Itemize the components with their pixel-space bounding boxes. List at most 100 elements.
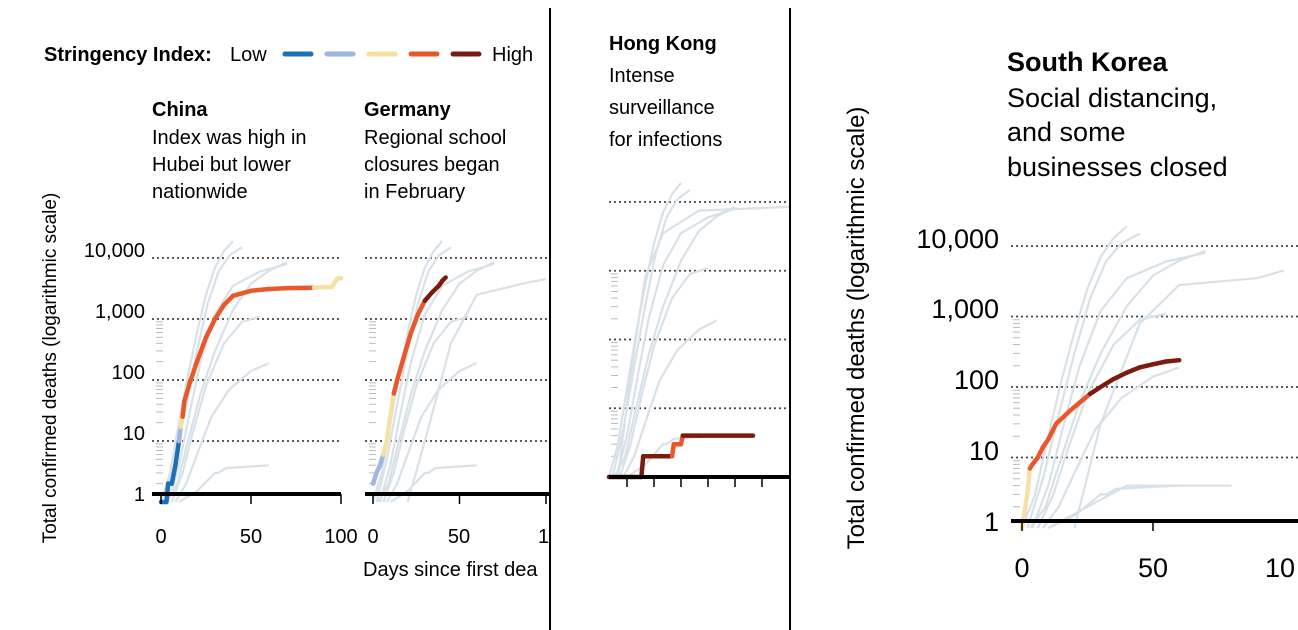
series-segment	[1066, 400, 1082, 414]
sk-y-tick-100: 100	[954, 365, 999, 395]
background-curve	[1042, 366, 1180, 529]
sk-subtitle-2: and some	[1007, 117, 1126, 147]
sk-y-tick-1000: 1,000	[931, 294, 999, 324]
germany-subtitle-3: in February	[364, 181, 465, 203]
background-curve	[165, 261, 288, 503]
germany-x-tick-50: 50	[448, 526, 470, 548]
hongkong-title: Hong Kong	[609, 33, 717, 55]
china-x-tick-50: 50	[240, 526, 262, 548]
series-segment	[384, 414, 393, 444]
series-segment	[248, 286, 272, 294]
background-curve	[1026, 232, 1141, 529]
series-segment	[391, 377, 400, 396]
sk-y-tick-1: 1	[984, 507, 999, 537]
background-curve	[615, 207, 736, 478]
sk-subtitle-1: Social distancing,	[1007, 83, 1217, 113]
sk-y-tick-10: 10	[969, 436, 999, 466]
background-curve	[377, 261, 495, 503]
background-curve	[607, 182, 682, 478]
china-subtitle-2: Hubei but lower	[152, 154, 291, 176]
series-segment	[203, 316, 218, 340]
series-segment	[401, 330, 414, 358]
background-curve	[170, 315, 261, 503]
panel-hong-kong: Hong Kong Intense surveillance for infec…	[551, 8, 789, 630]
background-curve	[613, 205, 736, 478]
china-x-ticks	[160, 494, 342, 504]
series-segment	[394, 353, 407, 383]
y-tick-1000: 1,000	[95, 301, 145, 323]
panel-china-germany: Stringency Index: Low High Total confirm…	[8, 8, 549, 630]
germany-title: Germany	[364, 99, 452, 121]
germany-x-ticks	[372, 494, 547, 504]
series-segment	[1045, 421, 1059, 442]
hongkong-subtitle-3: for infections	[609, 129, 722, 151]
germany-subtitle-1: Regional school	[364, 127, 506, 149]
china-x-tick-100: 100	[324, 526, 357, 548]
background-curve	[616, 205, 789, 478]
germany-subtitle-2: closures began	[364, 154, 500, 176]
y-axis-label: Total confirmed deaths (logarithmic scal…	[40, 193, 61, 544]
series-segment	[1111, 370, 1130, 382]
series-segment	[169, 463, 178, 486]
china-subtitle-1: Index was high in	[152, 127, 307, 149]
china-subtitle-3: nationwide	[152, 181, 248, 203]
series-segment	[1124, 365, 1143, 375]
germany-series-line	[370, 275, 448, 486]
background-curve	[178, 464, 270, 503]
sk-x-tick-100: 10	[1265, 553, 1295, 583]
series-segment	[439, 275, 448, 284]
germany-x-tick-0: 0	[367, 526, 378, 548]
chart-china-germany: Stringency Index: Low High Total confirm…	[40, 44, 549, 581]
series-segment	[180, 398, 187, 419]
hongkong-x-ticks	[626, 477, 763, 487]
background-curve	[174, 361, 270, 503]
series-segment	[381, 438, 390, 457]
sk-y-tick-labels: 10,000 1,000 100 10 1	[916, 224, 999, 537]
background-curve	[378, 262, 495, 503]
background-curve	[1073, 269, 1285, 529]
series-segment	[408, 311, 421, 335]
panel-divider	[549, 8, 551, 630]
legend-high: High	[492, 44, 533, 66]
legend-low: Low	[230, 44, 267, 66]
y-tick-10: 10	[123, 423, 145, 445]
legend-label: Stringency Index:	[44, 44, 212, 66]
series-segment	[182, 380, 193, 404]
series-segment	[1024, 466, 1033, 497]
china-background-curves	[159, 240, 288, 503]
sk-title: South Korea	[1007, 47, 1168, 77]
background-curve	[385, 362, 478, 503]
background-curve	[1020, 225, 1128, 529]
background-curve	[1047, 484, 1180, 529]
y-tick-1: 1	[134, 484, 145, 506]
sk-grid	[1011, 245, 1298, 508]
y-tick-100: 100	[112, 362, 145, 384]
x-axis-label: Days since first dea	[363, 559, 538, 581]
sk-x-ticks	[1021, 521, 1154, 531]
series-segment	[266, 285, 290, 292]
series-segment	[1053, 409, 1072, 427]
chart-hong-kong: Hong Kong Intense surveillance for infec…	[606, 33, 789, 487]
series-segment	[1163, 357, 1182, 364]
series-segment	[388, 391, 397, 419]
y-tick-labels: 10,000 1,000 100 10 1	[84, 240, 145, 506]
panel-south-korea: Total confirmed deaths (logarithmic scal…	[791, 8, 1298, 630]
background-curve	[618, 266, 709, 478]
series-segment	[194, 335, 209, 364]
sk-background-curves	[1020, 225, 1285, 529]
germany-x-tick-100: 1(	[538, 526, 549, 548]
background-curve	[1031, 251, 1206, 529]
background-curve	[382, 315, 469, 503]
chart-south-korea: Total confirmed deaths (logarithmic scal…	[843, 47, 1298, 583]
series-segment	[173, 438, 182, 468]
sk-y-tick-10000: 10,000	[916, 224, 999, 254]
background-curve	[1029, 249, 1206, 529]
y-tick-10000: 10,000	[84, 240, 145, 262]
background-curve	[371, 240, 444, 503]
hongkong-grid	[609, 201, 789, 457]
sk-y-axis-label: Total confirmed deaths (logarithmic scal…	[843, 107, 870, 550]
background-curve	[1047, 484, 1232, 529]
hongkong-subtitle-1: Intense	[609, 65, 675, 87]
sk-series-line	[1019, 357, 1182, 531]
series-segment	[212, 302, 227, 322]
